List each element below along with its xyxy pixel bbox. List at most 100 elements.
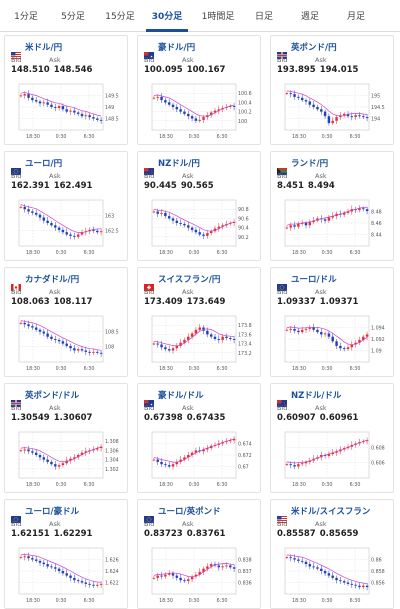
mini-candle-chart[interactable]: 90.8 90.6 90.4 90.2 18:30 0:30 6:30: [142, 196, 258, 256]
candle-body: [327, 116, 331, 124]
candle-body: [69, 458, 72, 461]
rate-card[interactable]: ユーロ/円 Bid Ask 162.391 162.491 163 162.5 18:30 0:…: [4, 151, 128, 261]
mini-candle-chart[interactable]: 100.6 100.4 100.2 100 18:30 0:30 6:30: [142, 80, 258, 140]
currency-pair-link[interactable]: ランド/円: [291, 159, 329, 169]
tab-4[interactable]: 1時間足: [201, 12, 235, 22]
candle-body: [61, 106, 65, 110]
candle-body: [179, 459, 182, 462]
y-tick-label: 1.304: [105, 458, 119, 464]
rate-card[interactable]: 英ポンド/ドル Bid Ask 1.30549 1.30607 1.308 1.306 1.3…: [4, 383, 128, 493]
mini-candle-chart[interactable]: 195 194.5 194 18:30 0:30 6:30: [275, 80, 391, 140]
tab-1[interactable]: 5分足: [61, 12, 85, 22]
candle-body: [27, 324, 30, 327]
mini-candle-chart[interactable]: 0.674 0.672 0.67 18:30 0:30 6:30: [142, 428, 258, 488]
y-tick-label: 149: [105, 105, 114, 111]
rate-card[interactable]: 豪ドル/ドル Bid Ask 0.67398 0.67435 0.674 0.672 0.67…: [137, 383, 261, 493]
x-tick-label: 0:30: [322, 598, 333, 604]
candle-body: [31, 558, 34, 560]
tab-6[interactable]: 週足: [300, 12, 319, 22]
candle-body: [229, 106, 232, 107]
mini-candle-chart[interactable]: 0.608 0.606 18:30 0:30 6:30: [275, 428, 391, 488]
candle-body: [38, 101, 42, 104]
rate-card[interactable]: 英ポンド/円 Bid Ask 193.895 194.015 195 194.5 194 18:…: [270, 35, 394, 145]
mini-candle-chart[interactable]: 173.8 173.6 173.4 173.2 18:30 0:30 6:30: [142, 312, 258, 372]
bid-label: Bid: [144, 172, 155, 180]
candle-body: [209, 564, 213, 567]
mini-candle-chart[interactable]: 0.86 0.858 0.856 18:30 0:30 6:30: [275, 544, 391, 604]
tab-0[interactable]: 1分足: [14, 12, 38, 22]
candle-body: [221, 566, 224, 568]
card-header: 米ドル/円: [11, 41, 63, 59]
currency-pair-link[interactable]: カナダドル/円: [25, 275, 80, 285]
tab-2[interactable]: 15分足: [105, 12, 135, 22]
mini-candle-chart[interactable]: 8.48 8.46 8.44 18:30 0:30 6:30: [275, 196, 391, 256]
candle-body: [365, 440, 369, 442]
candle-body: [23, 322, 26, 325]
rate-card[interactable]: 豪ドル/円 Bid Ask 100.095 100.167 100.6 100.4 100.2…: [137, 35, 261, 145]
bid-price: 0.67398: [144, 413, 183, 423]
candle-body: [84, 582, 88, 584]
x-tick-label: 0:30: [189, 482, 200, 488]
currency-pair-link[interactable]: ユーロ/円: [25, 159, 63, 169]
rate-card[interactable]: スイスフラン/円 Bid Ask 173.409 173.649 173.8 173.6 17…: [137, 267, 261, 377]
moving-average-line: [286, 206, 368, 226]
bid-label: Bid: [11, 404, 22, 412]
mini-candle-chart[interactable]: 163 162.5 18:30 0:30 6:30: [9, 196, 125, 256]
ask-label: Ask: [182, 56, 194, 64]
rate-card[interactable]: 米ドル/スイスフラン Bid Ask 0.85587 0.85659 0.86 0.858 0…: [270, 499, 394, 609]
currency-pair-link[interactable]: NZドル/円: [158, 159, 200, 169]
tab-7[interactable]: 月足: [346, 12, 365, 22]
x-tick-label: 18:30: [159, 482, 173, 488]
currency-pair-link[interactable]: ユーロ/ドル: [291, 275, 337, 285]
tab-5[interactable]: 日足: [254, 12, 273, 22]
rate-card[interactable]: NZドル/ドル Bid Ask 0.60907 0.60961 0.608 0.606 18:…: [270, 383, 394, 493]
candle-body: [73, 235, 76, 237]
mini-candle-chart[interactable]: 1.094 1.092 1.09 18:30 0:30 6:30: [275, 312, 391, 372]
y-tick-label: 108: [105, 345, 114, 351]
currency-pair-link[interactable]: 英ポンド/ドル: [25, 391, 80, 401]
currency-pair-link[interactable]: 豪ドル/円: [158, 43, 196, 53]
candle-body: [285, 93, 289, 94]
rate-card[interactable]: ユーロ/英ポンド Bid Ask 0.83723 0.83761 0.838 0.837 0.…: [137, 499, 261, 609]
mini-candle-chart[interactable]: 1.626 1.624 1.622 18:30 0:30 6:30: [9, 544, 125, 604]
mini-candle-chart[interactable]: 0.838 0.837 0.836 18:30 0:30 6:30: [142, 544, 258, 604]
candle-body: [42, 217, 46, 221]
eu-flag-icon: [144, 508, 154, 523]
currency-pair-link[interactable]: ユーロ/豪ドル: [25, 507, 80, 517]
rate-card[interactable]: ランド/円 Bid Ask 8.451 8.494 8.48 8.46 8.44 18:30 0:…: [270, 151, 394, 261]
card-header: カナダドル/円: [11, 273, 80, 291]
candle-body: [342, 113, 346, 116]
candle-body: [183, 111, 186, 114]
price-values: 0.85587 0.85659: [277, 529, 362, 539]
candle-body: [320, 568, 323, 571]
mini-candle-chart[interactable]: 1.308 1.306 1.304 1.302 18:30 0:30 6:30: [9, 428, 125, 488]
ask-price: 0.85659: [319, 529, 359, 539]
candle-body: [327, 333, 331, 337]
bid-label: Bid: [277, 404, 288, 412]
candle-body: [304, 561, 308, 565]
candle-body: [167, 216, 171, 219]
price-values: 108.063 108.117: [11, 297, 96, 307]
candle-body: [297, 96, 300, 98]
currency-pair-link[interactable]: 英ポンド/円: [291, 43, 337, 53]
rate-card[interactable]: ユーロ/ドル Bid Ask 1.09337 1.09371 1.094 1.092 1.09…: [270, 267, 394, 377]
mini-candle-chart[interactable]: 149.5 149 148.5 18:30 0:30 6:30: [9, 80, 125, 140]
mini-candle-chart[interactable]: 108.5 108 18:30 0:30 6:30: [9, 312, 125, 372]
bid-label: Bid: [11, 172, 22, 180]
moving-average-line: [153, 94, 235, 117]
currency-pair-link[interactable]: NZドル/ドル: [291, 391, 342, 401]
y-tick-label: 1.09: [371, 349, 382, 355]
currency-pair-link[interactable]: 豪ドル/ドル: [158, 391, 204, 401]
tab-3[interactable]: 30分足: [146, 0, 188, 32]
currency-pair-link[interactable]: ユーロ/英ポンド: [158, 507, 221, 517]
currency-pair-link[interactable]: 米ドル/円: [25, 43, 63, 53]
x-tick-label: 0:30: [189, 134, 200, 140]
rate-card[interactable]: NZドル/円 Bid Ask 90.445 90.565 90.8 90.6 90.4 90.2…: [137, 151, 261, 261]
rate-card[interactable]: ユーロ/豪ドル Bid Ask 1.62151 1.62291 1.626 1.624 1.6…: [4, 499, 128, 609]
candle-body: [327, 217, 331, 221]
currency-pair-link[interactable]: スイスフラン/円: [158, 275, 221, 285]
currency-pair-link[interactable]: 米ドル/スイスフラン: [291, 507, 371, 517]
rate-card[interactable]: カナダドル/円 Bid Ask 108.063 108.117 108.5 108 18:30…: [4, 267, 128, 377]
candle-body: [206, 448, 209, 450]
rate-card[interactable]: 米ドル/円 Bid Ask 148.510 148.546 149.5 149 148.5 18…: [4, 35, 128, 145]
